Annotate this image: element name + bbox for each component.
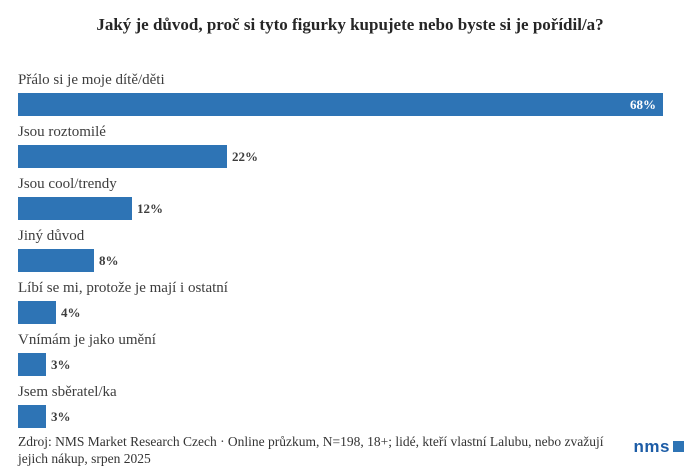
bar-track: 68%: [18, 93, 682, 116]
bar: 68%: [18, 93, 663, 116]
bar-row: Jsou cool/trendy 12%: [18, 175, 682, 220]
bar-row: Jsou roztomilé 22%: [18, 123, 682, 168]
category-label: Líbí se mi, protože je mají i ostatní: [18, 280, 228, 296]
source-note: Zdroj: NMS Market Research Czech · Onlin…: [18, 434, 604, 466]
value-label-outside: 8%: [99, 252, 119, 268]
bar-track: 22%: [18, 145, 682, 168]
bar: [18, 353, 46, 376]
bar: [18, 249, 94, 272]
bar-track: 3%: [18, 405, 682, 428]
value-label-outside: 3%: [51, 408, 71, 424]
bar-row: Vnímám je jako umění 3%: [18, 331, 682, 376]
value-label-inside: 68%: [630, 97, 656, 112]
category-label: Jiný důvod: [18, 228, 85, 244]
value-label-outside: 3%: [51, 356, 71, 372]
bar-track: 12%: [18, 197, 682, 220]
category-label: Jsem sběratel/ka: [18, 384, 117, 400]
category-label: Jsou roztomilé: [18, 124, 106, 140]
value-label-outside: 12%: [137, 200, 163, 216]
bar-row: Přálo si je moje dítě/děti 68%: [18, 71, 682, 116]
bar-track: 3%: [18, 353, 682, 376]
bar-track: 8%: [18, 249, 682, 272]
bar-row: Líbí se mi, protože je mají i ostatní 4%: [18, 279, 682, 324]
chart-footer: Zdroj: NMS Market Research Czech · Onlin…: [18, 434, 684, 467]
value-label-outside: 4%: [61, 304, 81, 320]
nms-logo-square-icon: [673, 441, 684, 453]
bar: [18, 145, 227, 168]
nms-logo: nms: [634, 438, 684, 455]
category-label: Vnímám je jako umění: [18, 332, 156, 348]
bar: [18, 301, 56, 324]
chart-title: Jaký je důvod, proč si tyto figurky kupu…: [96, 15, 604, 34]
bar-rows: Přálo si je moje dítě/děti 68% Jsou rozt…: [18, 71, 682, 435]
bar: [18, 405, 46, 428]
bar-row: Jiný důvod 8%: [18, 227, 682, 272]
bar-track: 4%: [18, 301, 682, 324]
category-label: Přálo si je moje dítě/děti: [18, 72, 165, 88]
bar-row: Jsem sběratel/ka 3%: [18, 383, 682, 428]
bar: [18, 197, 132, 220]
nms-logo-text: nms: [633, 437, 670, 457]
category-label: Jsou cool/trendy: [18, 176, 117, 192]
value-label-outside: 22%: [232, 148, 258, 164]
